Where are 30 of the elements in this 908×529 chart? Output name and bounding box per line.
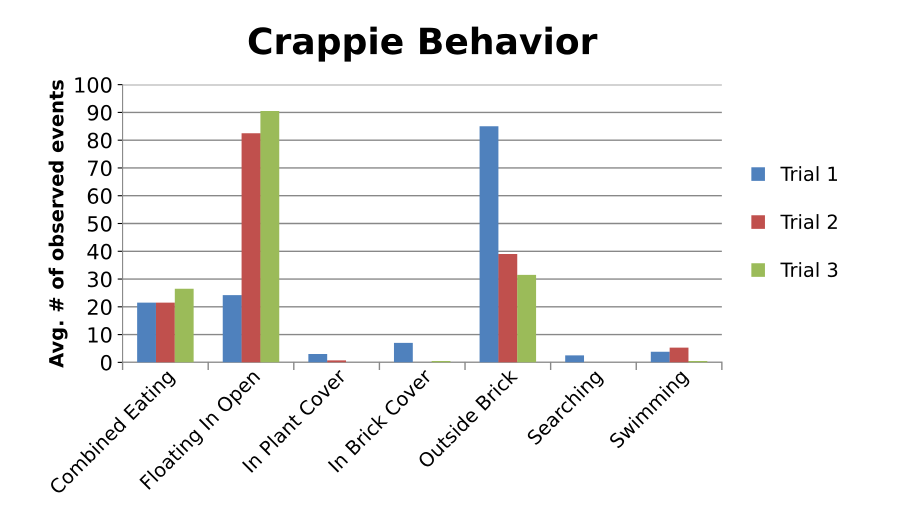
legend-label: Trial 2 bbox=[780, 214, 837, 230]
bar bbox=[242, 133, 260, 362]
y-tick-label: 50 bbox=[88, 216, 112, 232]
y-tick-label: 80 bbox=[88, 132, 112, 148]
bar bbox=[670, 348, 688, 362]
y-axis-title: Avg. # of observed events bbox=[48, 80, 68, 368]
bar bbox=[222, 295, 242, 362]
bar bbox=[650, 352, 670, 362]
y-tick-label: 40 bbox=[87, 244, 112, 260]
bar bbox=[174, 288, 194, 362]
legend-label: Trial 1 bbox=[780, 166, 837, 182]
bar bbox=[480, 126, 498, 362]
bar bbox=[394, 342, 413, 362]
bar bbox=[498, 254, 518, 362]
y-tick-label: 20 bbox=[88, 299, 112, 316]
y-tick-label: 100 bbox=[75, 77, 112, 93]
y-tick-label: 0 bbox=[100, 354, 112, 371]
bar bbox=[517, 274, 536, 362]
y-tick-label: 30 bbox=[88, 272, 112, 288]
bar bbox=[308, 354, 328, 362]
y-tick-label: 90 bbox=[88, 104, 112, 121]
bar bbox=[137, 302, 156, 362]
bar bbox=[565, 355, 584, 362]
chart-title: Crappie Behavior bbox=[248, 26, 598, 62]
legend-label: Trial 3 bbox=[780, 262, 838, 278]
y-tick-label: 70 bbox=[88, 160, 112, 176]
y-tick-label: 10 bbox=[88, 327, 112, 343]
bar bbox=[156, 302, 175, 362]
bar bbox=[260, 111, 280, 362]
y-tick-label: 60 bbox=[88, 188, 112, 204]
